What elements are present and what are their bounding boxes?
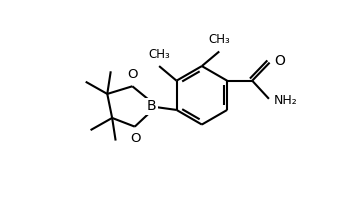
Text: O: O — [130, 132, 140, 145]
Text: CH₃: CH₃ — [148, 48, 170, 60]
Text: B: B — [147, 100, 156, 114]
Text: O: O — [127, 68, 138, 81]
Text: CH₃: CH₃ — [209, 33, 230, 46]
Text: O: O — [275, 54, 285, 68]
Text: NH₂: NH₂ — [274, 94, 298, 107]
